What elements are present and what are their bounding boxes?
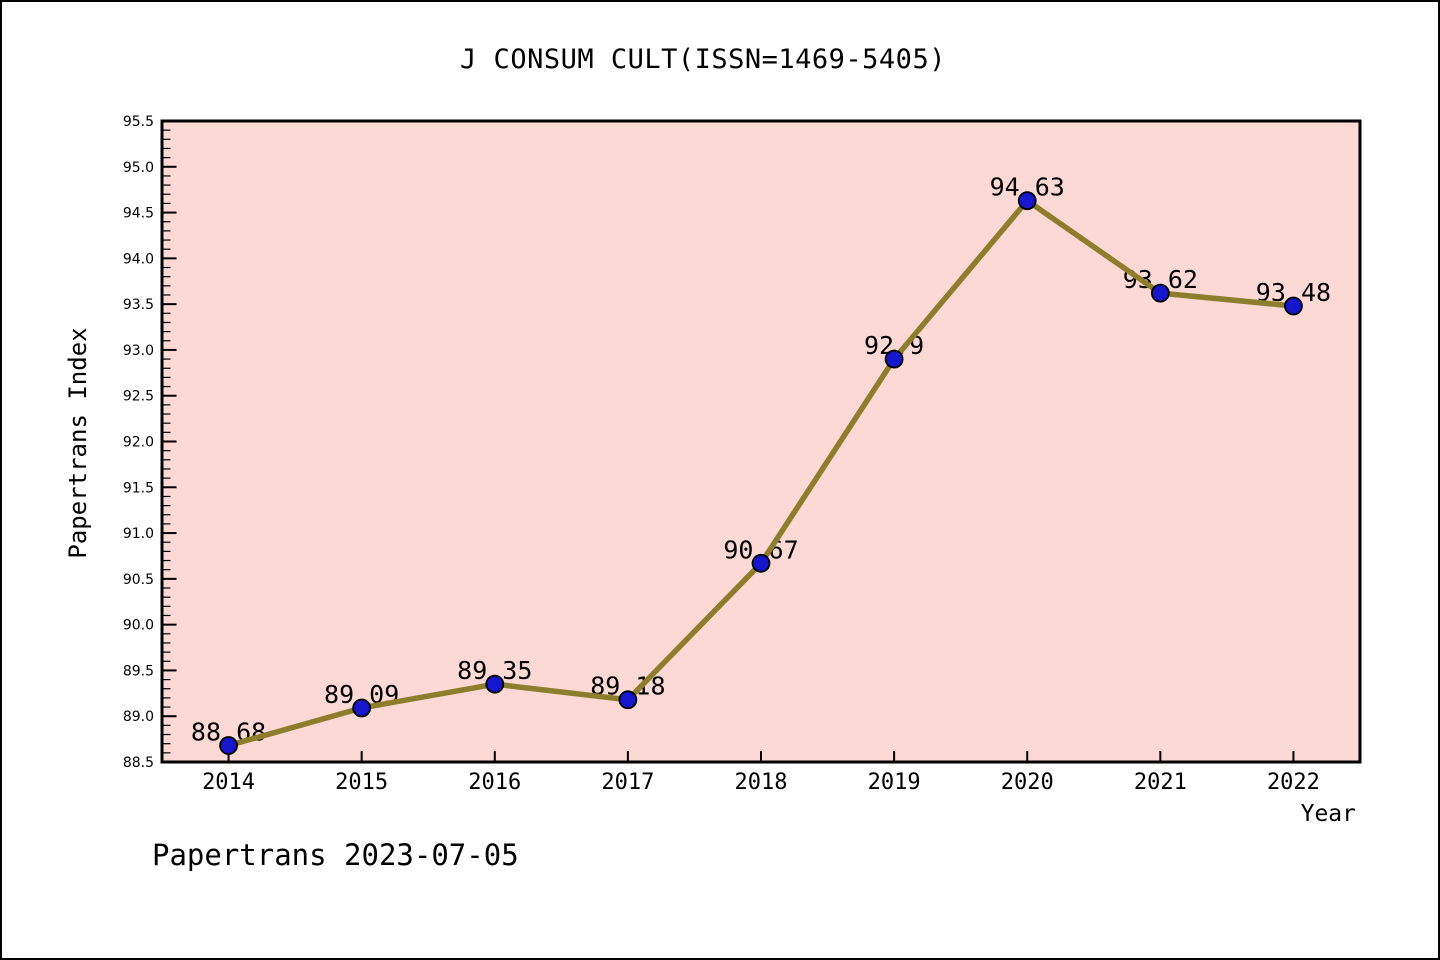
x-tick-label: 2016 [468,770,521,795]
data-point-marker [219,736,238,755]
x-tick-label: 2015 [335,770,388,795]
y-tick-label: 89.5 [123,663,154,679]
data-point-marker [1017,191,1037,211]
data-point-marker [751,553,771,573]
y-tick-label: 95.0 [123,160,154,176]
y-tick-label: 93.5 [123,297,154,313]
y-tick-label: 88.5 [123,755,154,771]
y-tick-label: 92.5 [123,389,154,405]
y-tick-label: 90.5 [123,572,154,588]
watermark-text: Papertrans 2023-07-05 [152,838,519,872]
data-point-marker [1284,296,1303,316]
y-tick-label: 89.0 [123,709,154,725]
x-tick-label: 2019 [868,770,921,795]
x-tick-label: 2021 [1134,770,1187,795]
x-tick-label: 2018 [735,770,788,795]
data-point-marker [1150,283,1170,303]
y-tick-label: 91.0 [123,526,154,542]
x-tick-label: 2017 [601,770,654,795]
y-tick-label: 94.5 [123,206,154,222]
plot-background [162,121,1360,762]
data-point-marker [618,690,638,710]
plot-frame [160,119,1362,764]
x-tick-label: 2014 [202,770,255,795]
y-tick-label: 94.0 [123,251,154,267]
y-tick-label: 91.5 [123,480,154,496]
data-point-marker [352,698,372,718]
data-point-marker [884,349,904,369]
y-tick-label: 90.0 [123,618,154,634]
chart-title: J CONSUM CULT(ISSN=1469-5405) [460,44,946,75]
y-tick-label: 95.5 [123,114,154,130]
y-tick-label: 93.0 [123,343,154,359]
data-point-marker [485,674,505,694]
y-tick-label: 92.0 [123,435,154,451]
x-tick-label: 2022 [1267,770,1320,795]
x-axis-label: Year [1300,801,1356,827]
x-tick-label: 2020 [1001,770,1054,795]
